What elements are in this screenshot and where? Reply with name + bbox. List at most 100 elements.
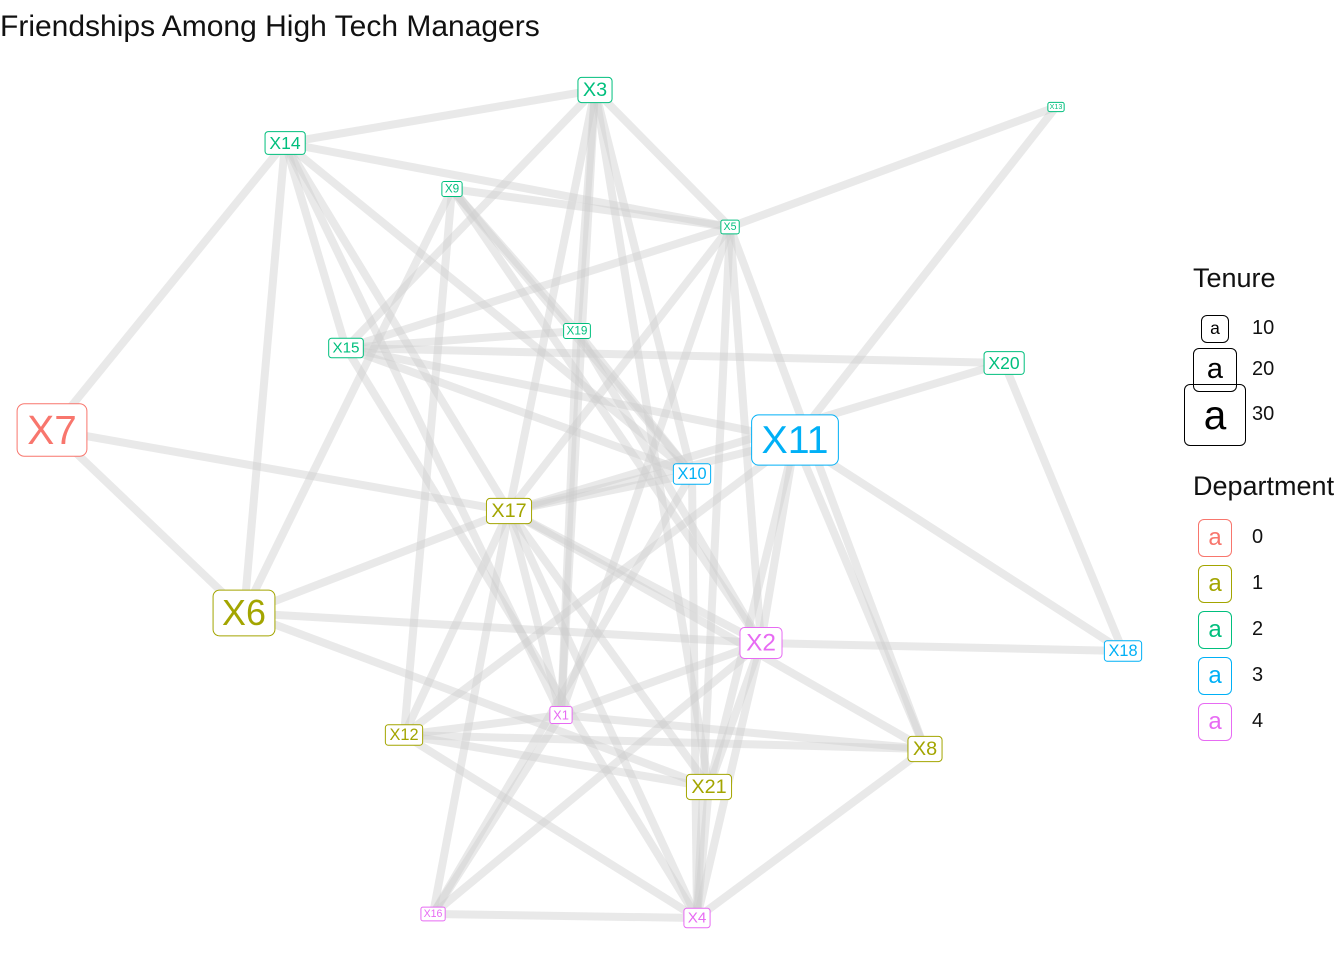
node-x10: X10 [672, 463, 712, 485]
node-label-text: X14 [269, 133, 300, 153]
node-label-box [563, 323, 591, 339]
edge-x14-x17 [281, 139, 513, 515]
edge-x9-x12 [400, 185, 456, 739]
edge-x6-x14 [240, 139, 289, 617]
edge-x6-x21 [240, 609, 713, 791]
node-x2: X2 [739, 627, 783, 659]
edge-x3-x10 [591, 86, 696, 478]
edge-x3-x17 [505, 86, 599, 515]
node-label-box [685, 773, 733, 801]
node-x6: X6 [212, 589, 276, 637]
edge-x20-x18 [1000, 359, 1127, 655]
node-label-box [907, 735, 943, 763]
chart-title: Friendships Among High Tech Managers [0, 10, 540, 43]
node-label-box [441, 181, 463, 197]
edge-x14-x10 [281, 139, 696, 478]
edge-x19-x2 [573, 327, 765, 647]
legend-tenure-key-20: a [1192, 347, 1238, 393]
node-label-box [672, 463, 712, 485]
edge-x13-x11 [791, 103, 1060, 444]
node-x9: X9 [441, 181, 463, 197]
edge-x2-x16 [429, 639, 765, 918]
edge-layer [48, 86, 1127, 922]
node-x3: X3 [577, 76, 613, 104]
node-label-box [739, 627, 783, 659]
node-label-text: X7 [27, 407, 77, 453]
node-x21: X21 [685, 773, 733, 801]
node-label-text: X17 [491, 500, 526, 522]
legend-tenure-label-10: 10 [1252, 317, 1275, 339]
edge-x17-x16 [429, 507, 513, 918]
edge-x11-x18 [791, 436, 1127, 655]
edge-x5-x13 [726, 103, 1060, 231]
node-x19: X19 [563, 323, 591, 339]
edge-x15-x11 [342, 344, 799, 444]
legend-department-label-3: 3 [1252, 664, 1264, 686]
edge-x19-x10 [573, 327, 696, 478]
legend-department-label-0: 0 [1252, 526, 1264, 548]
edge-x17-x4 [505, 507, 701, 922]
node-label-text: X10 [677, 465, 706, 483]
node-label-text: X15 [332, 340, 359, 357]
node-label-text: X16 [424, 908, 443, 920]
edge-x1-x16 [429, 711, 565, 918]
node-label-text: X8 [913, 738, 937, 760]
edge-x2-x1 [557, 639, 765, 719]
legend-tenure-label-30: 30 [1252, 403, 1275, 425]
edge-x3-x1 [557, 86, 599, 719]
legend-department-title: Department [1193, 471, 1335, 501]
edge-x5-x4 [693, 223, 734, 922]
edge-x5-x15 [342, 223, 734, 352]
node-label-box [1103, 640, 1143, 662]
legend-department-key-3: a [1198, 657, 1232, 695]
legend-department-key-4: a [1198, 703, 1232, 741]
legend-tenure-title: Tenure [1193, 263, 1276, 293]
node-label-text: X21 [691, 776, 726, 798]
edge-x12-x21 [400, 731, 713, 791]
node-label-box [264, 131, 306, 155]
node-x12: X12 [384, 724, 424, 746]
node-x13: X13 [1047, 101, 1065, 113]
edge-x3-x15 [342, 86, 599, 352]
edge-x15-x10 [342, 344, 696, 478]
edge-x7-x6 [48, 426, 248, 617]
edge-x17-x2 [505, 507, 765, 647]
edge-x11-x2 [757, 436, 799, 647]
node-label-box [549, 705, 573, 725]
edge-x15-x20 [342, 344, 1008, 367]
edge-x5-x17 [505, 223, 734, 515]
node-label-text: X18 [1108, 642, 1137, 660]
edge-x14-x1 [281, 139, 565, 719]
edge-x10-x17 [505, 470, 696, 515]
edge-x9-x2 [448, 185, 765, 647]
node-label-box [983, 351, 1025, 375]
edge-x11-x17 [505, 436, 799, 515]
edge-x10-x16 [429, 470, 696, 918]
node-x20: X20 [983, 351, 1025, 375]
edge-x11-x8 [791, 436, 929, 753]
edge-x15-x4 [342, 344, 701, 922]
node-x8: X8 [907, 735, 943, 763]
edge-x1-x12 [400, 711, 565, 739]
edge-x17-x8 [505, 507, 929, 753]
node-label-box [751, 414, 839, 466]
edge-x17-x6 [240, 507, 513, 617]
edge-x14-x15 [281, 139, 350, 352]
node-label-text: X19 [567, 325, 588, 338]
edge-x8-x4 [693, 745, 929, 922]
edge-x7-x14 [48, 139, 289, 434]
edge-x11-x21 [705, 436, 799, 791]
node-label-box [485, 497, 533, 525]
legend-department-label-1: 1 [1252, 572, 1264, 594]
node-x11: X11 [751, 414, 839, 466]
node-label-text: X11 [761, 418, 828, 462]
node-x5: X5 [720, 219, 740, 235]
node-label-box [328, 337, 364, 359]
node-label-box [420, 906, 446, 922]
edge-x7-x17 [48, 426, 513, 515]
legend-department-label-4: 4 [1252, 710, 1264, 732]
network-graph: X1 X2 X3 X4 X5 X6 X7 X8 X9 X10 X11 X12 X13 X14 X15 X16 X… [16, 76, 1143, 929]
edge-x17-x1 [505, 507, 565, 719]
edge-x14-x5 [281, 139, 734, 231]
node-label-text: X1 [553, 708, 569, 723]
